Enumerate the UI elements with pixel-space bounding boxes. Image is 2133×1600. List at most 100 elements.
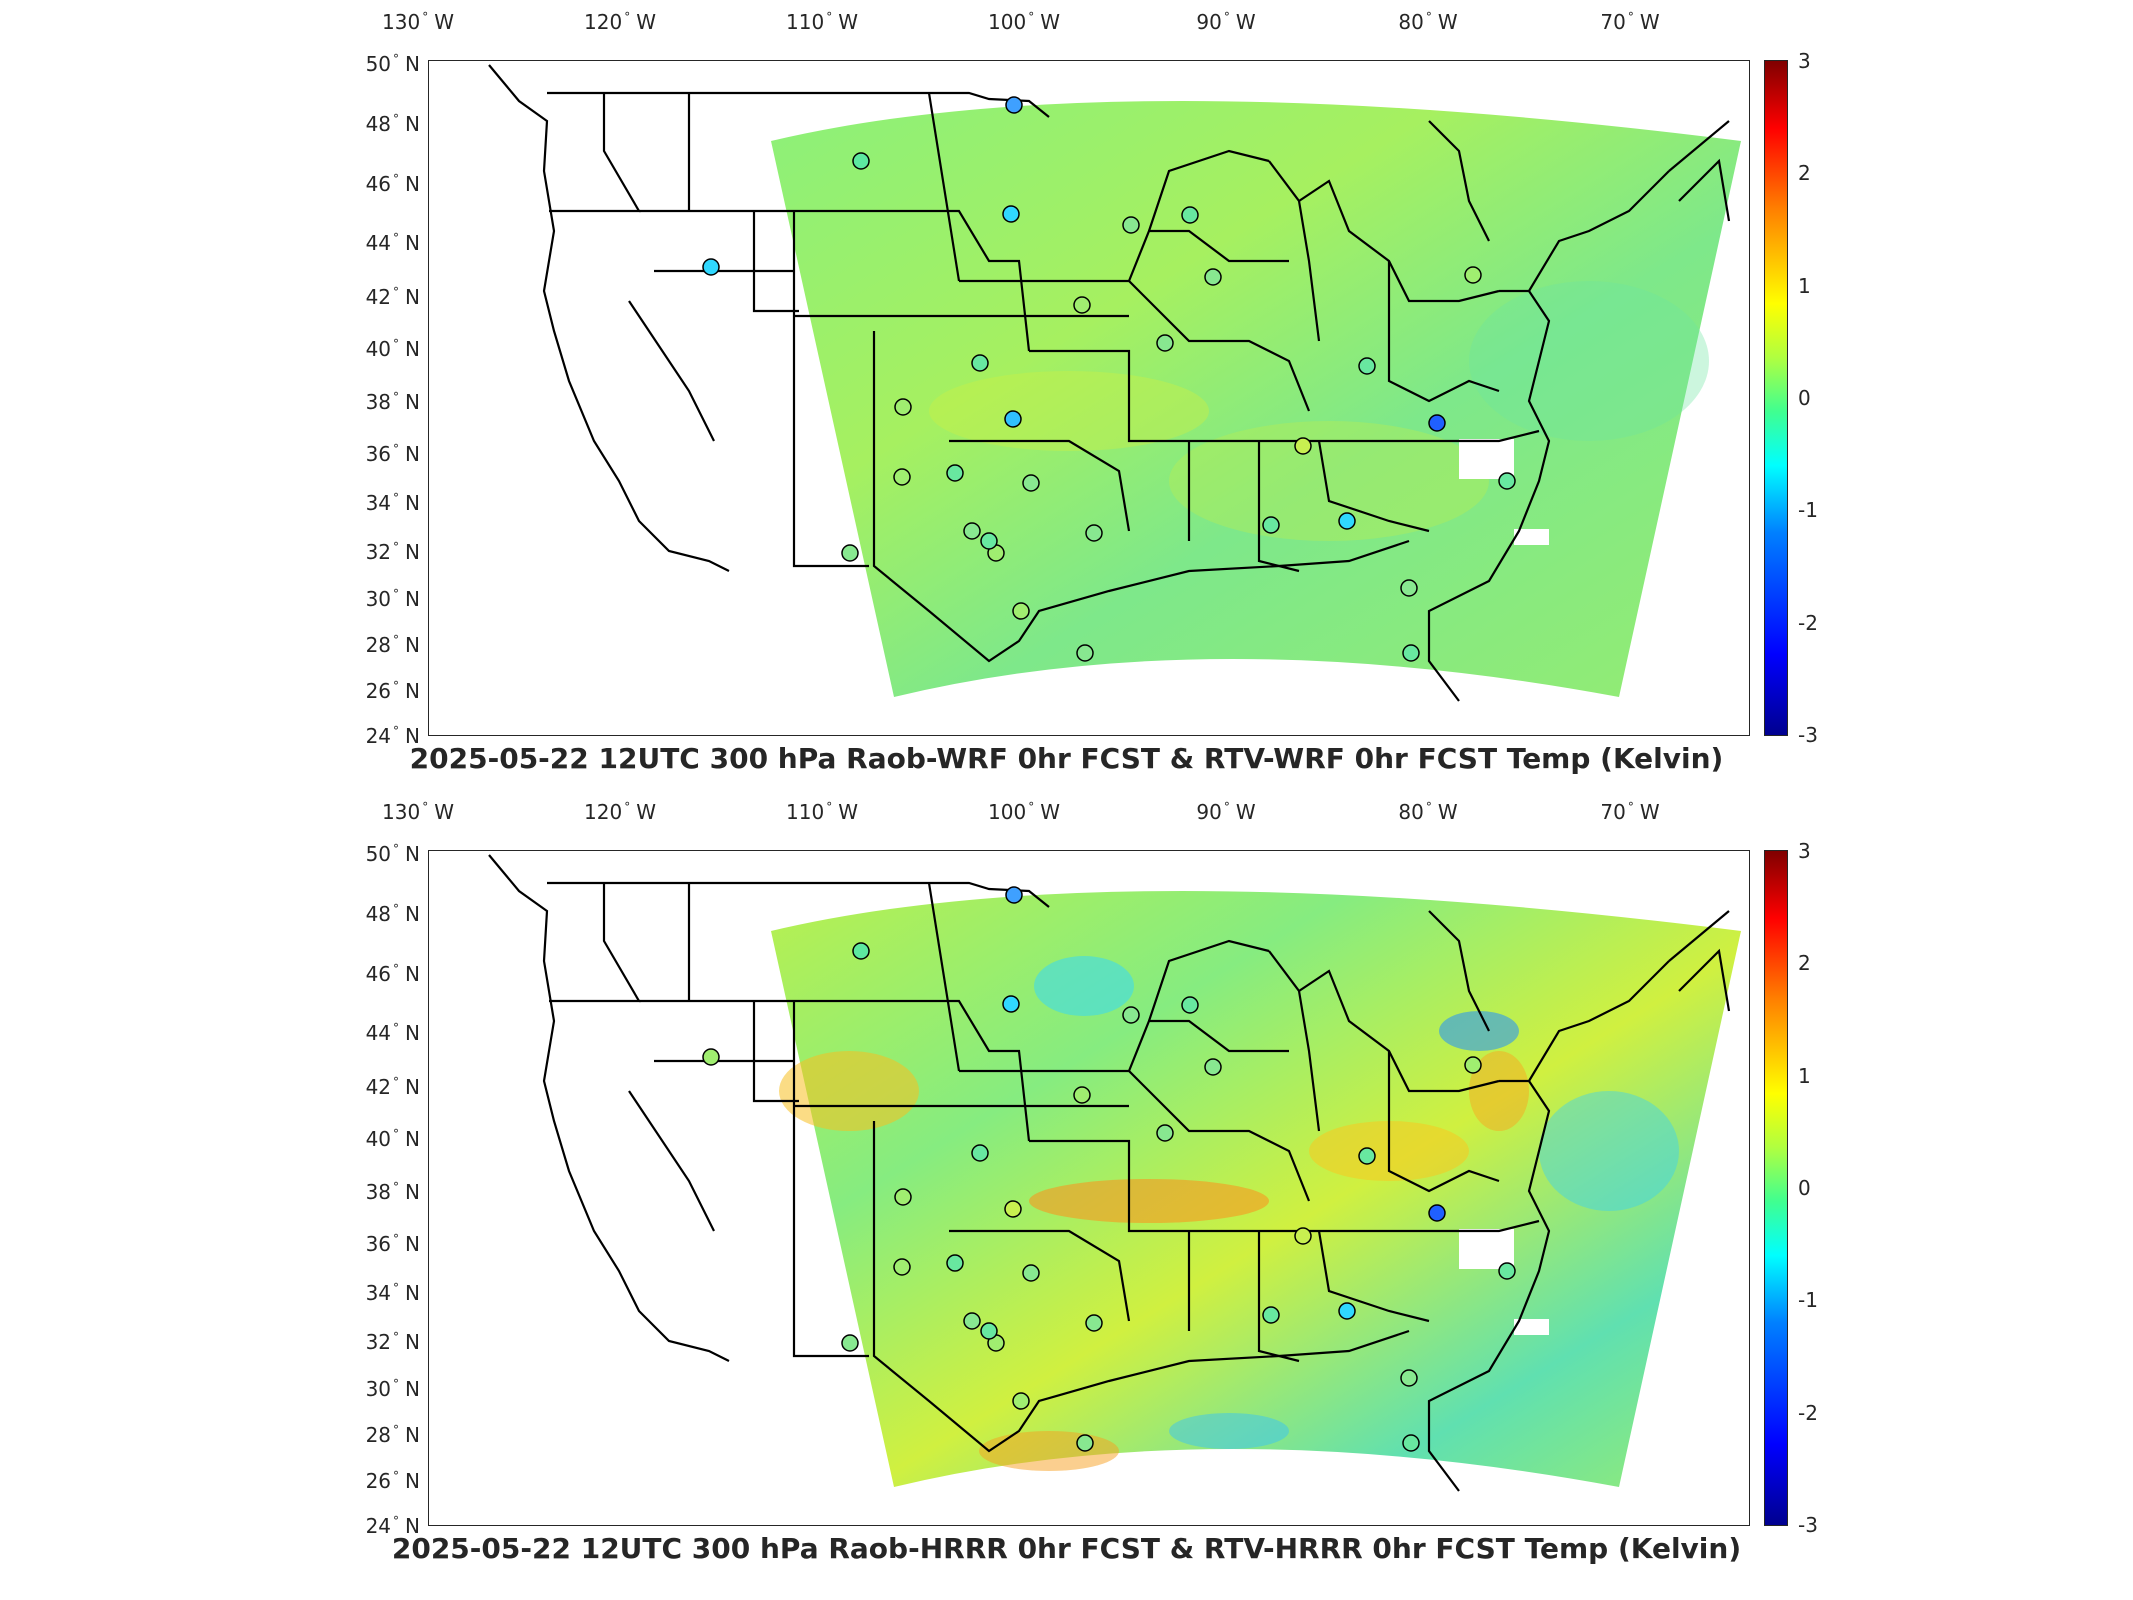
- lat-label: 36 ° N: [365, 442, 420, 466]
- lat-label: 48 ° N: [365, 112, 420, 136]
- colorbar-tick: 3: [1798, 49, 1811, 73]
- raob-station: [1262, 516, 1280, 534]
- raob-station: [1428, 414, 1446, 432]
- state-borders: [488, 64, 1731, 702]
- raob-station: [1012, 602, 1030, 620]
- raob-station: [1022, 474, 1040, 492]
- state-borders: [488, 854, 1731, 1492]
- lat-label: 38 ° N: [365, 1180, 420, 1204]
- raob-station: [1002, 995, 1020, 1013]
- raob-station: [963, 1312, 981, 1330]
- colorbar-tick: 2: [1798, 951, 1811, 975]
- colorbar-tick: -1: [1798, 1288, 1818, 1312]
- raob-station: [1122, 216, 1140, 234]
- lon-label: 70 ° W: [1600, 800, 1660, 824]
- raob-station: [971, 1144, 989, 1162]
- raob-station: [1498, 1262, 1516, 1280]
- colorbar-tick: -2: [1798, 1401, 1818, 1425]
- raob-station: [1122, 1006, 1140, 1024]
- map-svg: [488, 854, 1741, 1492]
- lon-label: 80 ° W: [1398, 800, 1458, 824]
- raob-station: [702, 1048, 720, 1066]
- lat-label: 24 ° N: [365, 724, 420, 748]
- lat-label: 36 ° N: [365, 1232, 420, 1256]
- raob-station: [1002, 205, 1020, 223]
- lon-label: 70 ° W: [1600, 10, 1660, 34]
- colorbar-tick: 2: [1798, 161, 1811, 185]
- raob-station: [1400, 579, 1418, 597]
- map-panel-hrrr: 130 ° W 120 ° W 110 ° W 100 ° W 90 ° W 80 ° W 70 ° W 5…: [0, 790, 2133, 1590]
- raob-station: [1012, 1392, 1030, 1410]
- raob-station: [1204, 1058, 1222, 1076]
- lat-label: 32 ° N: [365, 1330, 420, 1354]
- panel-title: 2025-05-22 12UTC 300 hPa Raob-WRF 0hr FC…: [409, 742, 1724, 775]
- raob-stations: [702, 96, 1516, 662]
- panel-title: 2025-05-22 12UTC 300 hPa Raob-HRRR 0hr F…: [391, 1532, 1742, 1565]
- lat-label: 46 ° N: [365, 172, 420, 196]
- map-plot-area: [428, 60, 1750, 736]
- raob-station: [852, 152, 870, 170]
- colorbar-tick: -2: [1798, 611, 1818, 635]
- raob-station: [1085, 1314, 1103, 1332]
- lon-label: 120 ° W: [584, 10, 656, 34]
- raob-station: [1400, 1369, 1418, 1387]
- raob-station: [894, 398, 912, 416]
- raob-station: [1022, 1264, 1040, 1282]
- raob-station: [1181, 996, 1199, 1014]
- colorbar-tick: 0: [1798, 386, 1811, 410]
- lat-label: 32 ° N: [365, 540, 420, 564]
- lat-label: 34 ° N: [365, 491, 420, 515]
- map-svg: [488, 64, 1741, 702]
- raob-station: [1464, 1056, 1482, 1074]
- lat-label: 26 ° N: [365, 1469, 420, 1493]
- raob-station: [1004, 1200, 1022, 1218]
- raob-station: [1156, 334, 1174, 352]
- raob-station: [841, 544, 859, 562]
- colorbar-tick: 1: [1798, 1064, 1811, 1088]
- lat-label: 50 ° N: [365, 842, 420, 866]
- raob-station: [702, 258, 720, 276]
- raob-station: [1076, 1434, 1094, 1452]
- raob-station: [1181, 206, 1199, 224]
- raob-station: [1338, 1302, 1356, 1320]
- colorbar-tick: -3: [1798, 723, 1818, 747]
- raob-station: [1358, 1147, 1376, 1165]
- lon-label: 120 ° W: [584, 800, 656, 824]
- raob-station: [1005, 886, 1023, 904]
- raob-station: [894, 1188, 912, 1206]
- raob-station: [1085, 524, 1103, 542]
- lon-label: 90 ° W: [1196, 800, 1256, 824]
- raob-station: [1294, 437, 1312, 455]
- lon-label: 130 ° W: [382, 10, 454, 34]
- raob-station: [980, 532, 998, 550]
- raob-station: [1428, 1204, 1446, 1222]
- colorbar-tick: -1: [1798, 498, 1818, 522]
- lat-label: 28 ° N: [365, 633, 420, 657]
- map-plot-area: [428, 850, 1750, 1526]
- raob-station: [1004, 410, 1022, 428]
- raob-station: [946, 1254, 964, 1272]
- lon-label: 110 ° W: [786, 10, 858, 34]
- raob-station: [1005, 96, 1023, 114]
- lon-label: 130 ° W: [382, 800, 454, 824]
- raob-station: [1076, 644, 1094, 662]
- lon-label: 80 ° W: [1398, 10, 1458, 34]
- lat-label: 48 ° N: [365, 902, 420, 926]
- raob-station: [1402, 644, 1420, 662]
- raob-station: [1464, 266, 1482, 284]
- colorbar-tick: 3: [1798, 839, 1811, 863]
- raob-station: [893, 1258, 911, 1276]
- lat-label: 30 ° N: [365, 1377, 420, 1401]
- raob-station: [1338, 512, 1356, 530]
- raob-station: [1498, 472, 1516, 490]
- lat-label: 38 ° N: [365, 390, 420, 414]
- lat-label: 40 ° N: [365, 337, 420, 361]
- lat-label: 40 ° N: [365, 1127, 420, 1151]
- lat-label: 30 ° N: [365, 587, 420, 611]
- raob-station: [893, 468, 911, 486]
- lon-label: 110 ° W: [786, 800, 858, 824]
- raob-station: [971, 354, 989, 372]
- raob-station: [963, 522, 981, 540]
- raob-station: [1073, 296, 1091, 314]
- lon-label: 90 ° W: [1196, 10, 1256, 34]
